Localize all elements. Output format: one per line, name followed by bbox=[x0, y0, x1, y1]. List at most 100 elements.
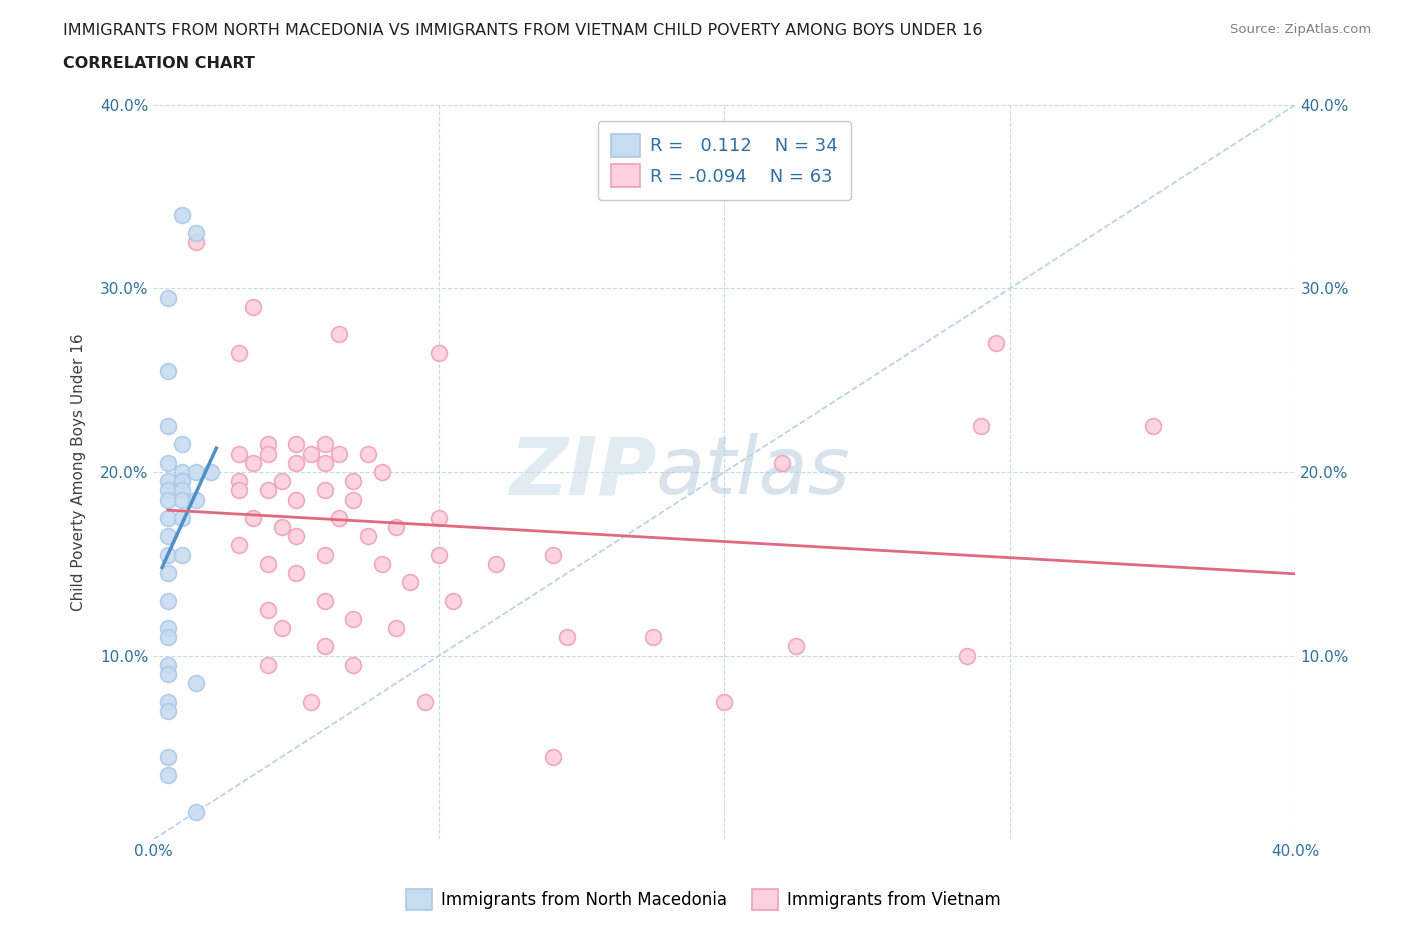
Point bbox=[156, 630, 179, 644]
Point bbox=[186, 465, 208, 480]
Point bbox=[485, 556, 508, 571]
Point bbox=[557, 630, 579, 644]
Point bbox=[285, 492, 308, 507]
Point bbox=[170, 492, 193, 507]
Point bbox=[271, 520, 294, 535]
Point bbox=[186, 235, 208, 250]
Point bbox=[256, 556, 278, 571]
Point bbox=[441, 593, 464, 608]
Point bbox=[413, 694, 436, 709]
Point bbox=[314, 639, 336, 654]
Point bbox=[156, 290, 179, 305]
Point bbox=[285, 456, 308, 471]
Point bbox=[285, 437, 308, 452]
Point bbox=[156, 483, 179, 498]
Point bbox=[385, 620, 408, 635]
Point bbox=[285, 529, 308, 544]
Text: atlas: atlas bbox=[657, 433, 851, 511]
Point bbox=[156, 529, 179, 544]
Point bbox=[228, 473, 250, 488]
Legend: R =   0.112    N = 34, R = -0.094    N = 63: R = 0.112 N = 34, R = -0.094 N = 63 bbox=[598, 121, 851, 200]
Point bbox=[713, 694, 735, 709]
Point bbox=[228, 538, 250, 553]
Point bbox=[156, 473, 179, 488]
Point bbox=[256, 483, 278, 498]
Text: Source: ZipAtlas.com: Source: ZipAtlas.com bbox=[1230, 23, 1371, 36]
Point bbox=[170, 483, 193, 498]
Legend: Immigrants from North Macedonia, Immigrants from Vietnam: Immigrants from North Macedonia, Immigra… bbox=[399, 883, 1007, 917]
Point bbox=[156, 456, 179, 471]
Point bbox=[643, 630, 665, 644]
Point bbox=[170, 511, 193, 525]
Point bbox=[256, 658, 278, 672]
Point bbox=[156, 620, 179, 635]
Point bbox=[156, 703, 179, 718]
Point bbox=[156, 750, 179, 764]
Point bbox=[186, 804, 208, 819]
Point bbox=[271, 620, 294, 635]
Point bbox=[342, 492, 364, 507]
Point bbox=[314, 437, 336, 452]
Point bbox=[342, 612, 364, 627]
Point bbox=[156, 511, 179, 525]
Point bbox=[385, 520, 408, 535]
Point bbox=[156, 667, 179, 682]
Point bbox=[356, 529, 378, 544]
Point bbox=[314, 593, 336, 608]
Point bbox=[299, 446, 322, 461]
Point bbox=[328, 446, 350, 461]
Point bbox=[314, 483, 336, 498]
Point bbox=[228, 345, 250, 360]
Point bbox=[356, 446, 378, 461]
Point bbox=[156, 694, 179, 709]
Point bbox=[970, 418, 993, 433]
Point bbox=[242, 511, 264, 525]
Point bbox=[371, 465, 394, 480]
Point bbox=[342, 658, 364, 672]
Point bbox=[785, 639, 807, 654]
Point bbox=[256, 446, 278, 461]
Point bbox=[541, 547, 564, 562]
Point bbox=[156, 767, 179, 782]
Point bbox=[170, 465, 193, 480]
Point bbox=[156, 565, 179, 580]
Point bbox=[328, 326, 350, 341]
Text: IMMIGRANTS FROM NORTH MACEDONIA VS IMMIGRANTS FROM VIETNAM CHILD POVERTY AMONG B: IMMIGRANTS FROM NORTH MACEDONIA VS IMMIG… bbox=[63, 23, 983, 38]
Point bbox=[156, 658, 179, 672]
Point bbox=[1142, 418, 1164, 433]
Point bbox=[256, 437, 278, 452]
Y-axis label: Child Poverty Among Boys Under 16: Child Poverty Among Boys Under 16 bbox=[72, 333, 86, 611]
Point bbox=[228, 483, 250, 498]
Point bbox=[170, 207, 193, 222]
Point bbox=[186, 492, 208, 507]
Point bbox=[285, 565, 308, 580]
Point bbox=[186, 226, 208, 241]
Point bbox=[186, 676, 208, 691]
Point bbox=[228, 446, 250, 461]
Point bbox=[427, 547, 450, 562]
Point bbox=[956, 648, 979, 663]
Point bbox=[342, 473, 364, 488]
Point bbox=[156, 364, 179, 379]
Point bbox=[156, 492, 179, 507]
Point bbox=[328, 511, 350, 525]
Point bbox=[427, 345, 450, 360]
Point bbox=[156, 593, 179, 608]
Point bbox=[200, 465, 222, 480]
Point bbox=[770, 456, 793, 471]
Point bbox=[242, 299, 264, 314]
Text: ZIP: ZIP bbox=[509, 433, 657, 511]
Point bbox=[299, 694, 322, 709]
Point bbox=[427, 511, 450, 525]
Point bbox=[314, 547, 336, 562]
Text: CORRELATION CHART: CORRELATION CHART bbox=[63, 56, 254, 71]
Point bbox=[256, 603, 278, 618]
Point bbox=[984, 336, 1007, 351]
Point bbox=[271, 473, 294, 488]
Point bbox=[399, 575, 422, 590]
Point bbox=[170, 437, 193, 452]
Point bbox=[170, 547, 193, 562]
Point bbox=[314, 456, 336, 471]
Point bbox=[242, 456, 264, 471]
Point bbox=[541, 750, 564, 764]
